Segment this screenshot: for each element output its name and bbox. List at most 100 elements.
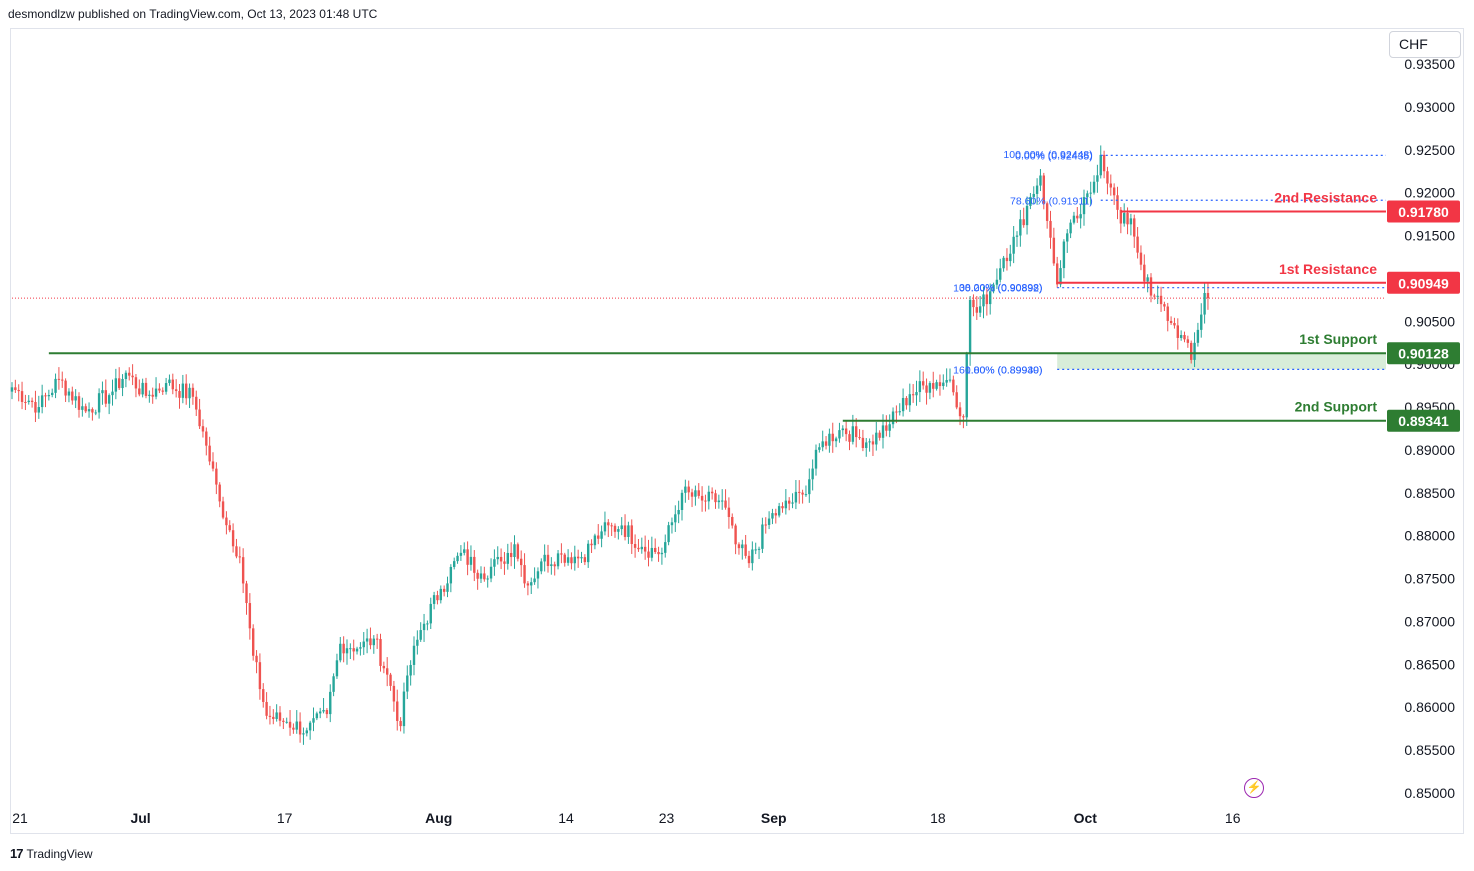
- candle-body: [107, 395, 111, 404]
- candle-body: [965, 354, 968, 418]
- candle-body: [412, 645, 416, 665]
- candle-body: [573, 556, 576, 564]
- candle-body: [858, 437, 861, 439]
- candle-body: [1082, 197, 1086, 215]
- candle-body: [821, 441, 824, 448]
- candle-body: [339, 643, 342, 661]
- lightning-icon[interactable]: ⚡: [1244, 778, 1264, 798]
- candle-body: [104, 390, 107, 404]
- fib-level-label: 100.00% (0.90892): [953, 283, 1042, 295]
- x-tick-label: Jul: [130, 810, 150, 826]
- candle-body: [231, 530, 235, 547]
- candle-body: [700, 495, 704, 501]
- candle-body: [84, 406, 87, 412]
- candle-body: [322, 710, 325, 712]
- candle-body: [948, 379, 952, 381]
- candle-body: [499, 556, 503, 562]
- candle-body: [20, 391, 24, 402]
- candle-body: [201, 426, 205, 432]
- candle-body: [536, 571, 540, 579]
- candle-body: [168, 379, 171, 384]
- y-tick-label: 0.87000: [1404, 613, 1455, 629]
- candle-body: [57, 378, 61, 380]
- candle-body: [1049, 220, 1052, 238]
- y-tick-label: 0.92000: [1404, 185, 1455, 201]
- candle-body: [17, 389, 20, 392]
- candle-body: [895, 411, 898, 413]
- candle-body: [566, 557, 570, 563]
- candle-body: [422, 623, 426, 631]
- candle-body: [932, 383, 935, 389]
- fib-level-label: 0.00% (0.92435): [1015, 150, 1093, 162]
- level-labels-layer: 2nd Resistance 0.91780 1st Resistance 0.909…: [1274, 190, 1460, 432]
- candle-body: [814, 449, 818, 469]
- candle-body: [1153, 295, 1156, 297]
- candle-body: [727, 507, 731, 517]
- candle-body: [151, 394, 154, 397]
- candle-body: [131, 375, 134, 378]
- candle-body: [138, 388, 141, 395]
- candle-body: [67, 391, 71, 396]
- support-zone: [1057, 353, 1386, 370]
- candle-body: [432, 595, 436, 604]
- candle-body: [449, 566, 453, 584]
- candle-body: [731, 516, 734, 526]
- candle-body: [684, 486, 687, 493]
- candle-body: [1190, 342, 1193, 360]
- currency-selector[interactable]: CHF: [1389, 31, 1461, 58]
- candle-body: [674, 514, 677, 523]
- candle-body: [114, 378, 118, 392]
- candle-body: [550, 564, 553, 567]
- candle-body: [302, 733, 305, 735]
- candle-body: [881, 425, 885, 438]
- candle-body: [1102, 154, 1106, 172]
- candle-body: [818, 447, 821, 450]
- y-tick-label: 0.93000: [1404, 99, 1455, 115]
- candle-body: [362, 641, 365, 648]
- candle-body: [999, 268, 1002, 280]
- candle-body: [1015, 235, 1019, 237]
- candle-body: [875, 432, 878, 445]
- y-tick-label: 0.85000: [1404, 785, 1455, 801]
- candle-body: [798, 491, 801, 493]
- candle-body: [238, 556, 241, 558]
- candle-body: [989, 291, 992, 305]
- candle-body: [640, 546, 643, 550]
- candle-body: [851, 426, 855, 442]
- candle-body: [1196, 329, 1200, 343]
- candle-body: [1045, 203, 1049, 221]
- candle-body: [456, 555, 459, 562]
- candle-body: [1116, 195, 1119, 210]
- candle-body: [406, 675, 409, 692]
- candle-body: [439, 588, 442, 601]
- candle-body: [479, 573, 483, 579]
- candle-body: [1035, 185, 1039, 194]
- y-tick-label: 0.90500: [1404, 313, 1455, 329]
- candle-body: [463, 549, 466, 553]
- candle-body: [1039, 175, 1042, 186]
- candle-body: [379, 639, 382, 666]
- candle-body: [54, 378, 57, 393]
- candle-body: [496, 556, 499, 560]
- candle-body: [402, 691, 406, 727]
- candle-body: [1032, 193, 1035, 197]
- candle-body: [1146, 277, 1149, 282]
- candle-body: [1096, 175, 1099, 182]
- candle-body: [563, 554, 566, 563]
- candle-body: [1089, 192, 1092, 194]
- candle-body: [868, 441, 871, 443]
- candle-body: [442, 588, 446, 592]
- candle-body: [14, 387, 17, 390]
- candle-body: [791, 502, 794, 504]
- candle-body: [419, 630, 422, 640]
- candle-body: [975, 307, 978, 313]
- footer-brand[interactable]: 17 TradingView: [10, 846, 93, 861]
- candle-body: [241, 557, 245, 584]
- candle-body: [349, 648, 352, 650]
- level-price-tag-text: 0.90949: [1398, 275, 1449, 291]
- candle-body: [955, 392, 958, 408]
- chart-frame[interactable]: [10, 28, 1464, 834]
- candle-body: [1159, 295, 1163, 305]
- candle-body: [64, 380, 67, 396]
